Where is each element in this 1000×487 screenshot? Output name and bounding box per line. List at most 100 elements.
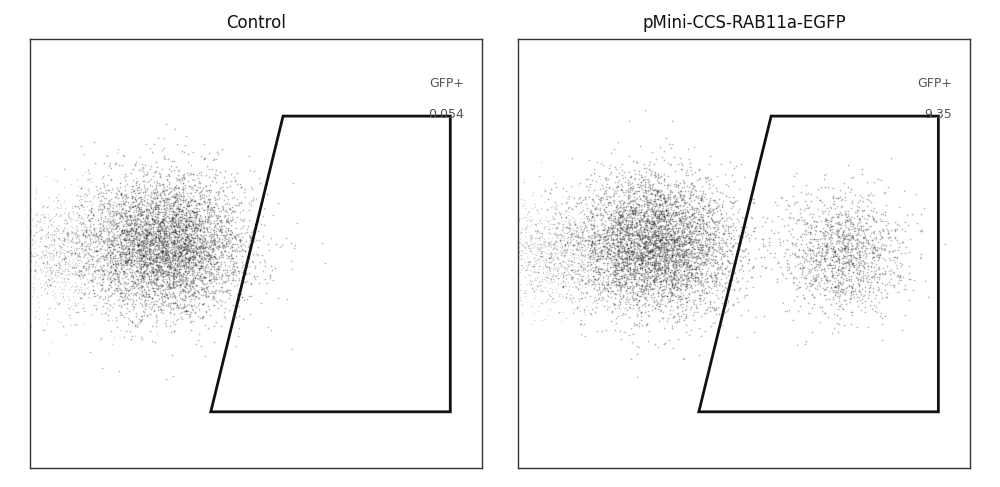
Point — [687, 273, 703, 281]
Point — [589, 211, 605, 219]
Point — [123, 256, 139, 263]
Point — [206, 193, 222, 201]
Point — [619, 224, 635, 232]
Point — [638, 285, 654, 293]
Point — [798, 230, 814, 238]
Point — [156, 201, 172, 209]
Point — [543, 247, 559, 255]
Point — [837, 264, 853, 272]
Point — [92, 292, 108, 300]
Point — [843, 281, 859, 289]
Point — [613, 213, 629, 221]
Point — [582, 232, 598, 240]
Point — [147, 217, 163, 225]
Point — [680, 275, 696, 282]
Point — [558, 294, 574, 302]
Point — [504, 248, 520, 256]
Point — [587, 275, 603, 283]
Point — [677, 208, 693, 216]
Point — [650, 212, 666, 220]
Point — [785, 191, 801, 199]
Point — [109, 284, 125, 292]
Point — [151, 249, 167, 257]
Point — [633, 308, 649, 316]
Point — [645, 254, 661, 262]
Point — [115, 267, 131, 275]
Point — [577, 264, 593, 272]
Point — [510, 234, 526, 242]
Point — [243, 183, 259, 191]
Point — [527, 225, 543, 233]
Point — [190, 199, 206, 207]
Point — [664, 279, 680, 286]
Point — [683, 191, 699, 199]
Point — [529, 226, 545, 234]
Point — [824, 264, 840, 272]
Point — [813, 252, 829, 260]
Point — [572, 245, 588, 253]
Point — [625, 184, 641, 191]
Point — [93, 227, 109, 235]
Point — [648, 199, 664, 207]
Point — [646, 284, 662, 292]
Point — [165, 215, 181, 223]
Point — [136, 298, 152, 306]
Point — [517, 259, 533, 266]
Point — [621, 234, 637, 242]
Point — [108, 260, 124, 268]
Point — [105, 220, 121, 227]
Point — [648, 213, 664, 221]
Point — [682, 219, 698, 227]
Point — [55, 289, 71, 297]
Point — [148, 314, 164, 321]
Point — [591, 273, 607, 281]
Point — [218, 218, 234, 226]
Point — [594, 230, 610, 238]
Point — [83, 207, 99, 215]
Point — [177, 242, 193, 249]
Point — [683, 257, 699, 264]
Point — [198, 239, 214, 247]
Point — [643, 196, 659, 204]
Point — [631, 206, 647, 214]
Point — [201, 276, 217, 284]
Point — [607, 290, 623, 298]
Point — [202, 206, 218, 213]
Point — [843, 287, 859, 295]
Point — [122, 316, 138, 324]
Point — [79, 275, 95, 283]
Point — [52, 211, 68, 219]
Point — [157, 224, 173, 231]
Point — [607, 272, 623, 280]
Point — [156, 238, 172, 245]
Point — [32, 237, 48, 245]
Point — [677, 306, 693, 314]
Point — [669, 266, 685, 274]
Point — [38, 243, 54, 250]
Point — [216, 223, 232, 230]
Point — [44, 249, 60, 257]
Point — [139, 206, 155, 213]
Point — [660, 259, 676, 267]
Point — [671, 216, 687, 224]
Point — [107, 266, 123, 274]
Point — [836, 231, 852, 239]
Point — [843, 320, 859, 328]
Point — [600, 281, 616, 289]
Point — [650, 229, 666, 237]
Point — [667, 197, 683, 205]
Point — [635, 211, 651, 219]
Point — [182, 281, 198, 288]
Point — [181, 266, 197, 274]
Point — [679, 231, 695, 239]
Point — [530, 219, 546, 227]
Point — [609, 221, 625, 229]
Point — [679, 221, 695, 228]
Point — [172, 248, 188, 256]
Point — [125, 203, 141, 210]
Point — [289, 219, 305, 226]
Point — [172, 243, 188, 251]
Point — [121, 207, 137, 215]
Point — [201, 186, 217, 194]
Point — [145, 188, 161, 196]
